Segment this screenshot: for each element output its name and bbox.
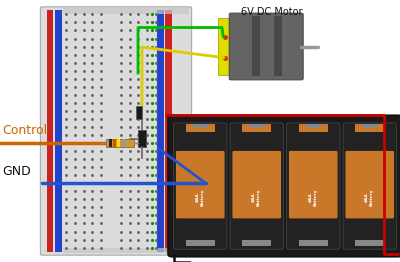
Bar	[193, 124, 208, 128]
Bar	[362, 124, 377, 128]
FancyBboxPatch shape	[229, 13, 303, 80]
FancyBboxPatch shape	[168, 115, 400, 257]
Bar	[252, 16, 260, 76]
Bar	[250, 124, 264, 128]
Text: AAA
Battery: AAA Battery	[309, 188, 318, 206]
Text: Control: Control	[2, 124, 47, 138]
FancyBboxPatch shape	[286, 123, 340, 249]
Bar	[157, 10, 164, 252]
Bar	[122, 139, 126, 147]
Bar	[274, 16, 282, 76]
Bar	[299, 124, 328, 132]
Text: AAA
Battery: AAA Battery	[366, 188, 374, 206]
Bar	[186, 240, 215, 246]
FancyBboxPatch shape	[174, 123, 227, 249]
Bar	[47, 10, 53, 252]
Bar	[113, 139, 116, 147]
FancyBboxPatch shape	[230, 123, 284, 249]
FancyBboxPatch shape	[176, 151, 224, 219]
Bar	[165, 10, 172, 252]
Bar	[63, 248, 189, 253]
Text: AAA
Battery: AAA Battery	[196, 188, 204, 206]
FancyBboxPatch shape	[346, 151, 394, 219]
Text: AAA
Battery: AAA Battery	[252, 188, 261, 206]
Bar	[186, 124, 215, 132]
Bar	[299, 240, 328, 246]
Text: 6V DC Motor: 6V DC Motor	[241, 7, 303, 17]
FancyBboxPatch shape	[343, 123, 396, 249]
Bar	[117, 139, 120, 147]
Text: GND: GND	[2, 165, 31, 178]
Bar	[63, 8, 189, 14]
Bar	[306, 124, 320, 128]
Bar	[55, 10, 62, 252]
Bar	[106, 139, 134, 147]
FancyBboxPatch shape	[40, 7, 192, 255]
Bar	[109, 139, 112, 147]
FancyBboxPatch shape	[289, 151, 338, 219]
Bar	[136, 106, 142, 119]
Bar	[138, 130, 146, 147]
FancyBboxPatch shape	[232, 151, 281, 219]
Bar	[242, 124, 271, 132]
Bar	[242, 240, 271, 246]
Bar	[218, 18, 233, 75]
Bar	[355, 240, 384, 246]
Bar	[355, 124, 384, 132]
